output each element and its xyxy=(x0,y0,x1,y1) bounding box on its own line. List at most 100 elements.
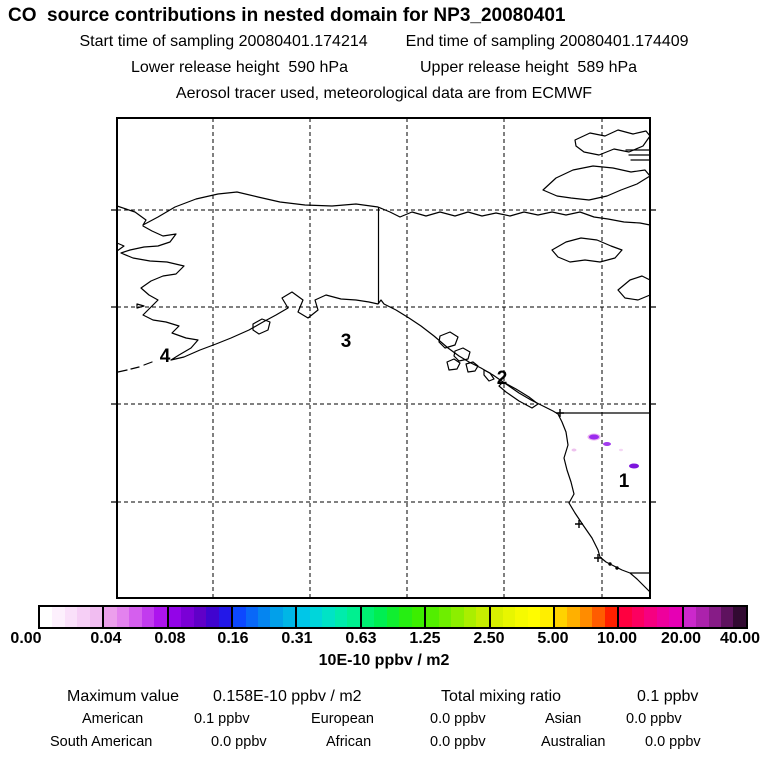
arctic-island-mid xyxy=(551,237,623,263)
colorbar-cell xyxy=(245,607,259,627)
max-value-number: 0.158E-10 ppbv / m2 xyxy=(213,688,362,705)
colorbar-cell xyxy=(490,607,503,627)
colorbar-cell xyxy=(129,607,142,627)
colorbar-segment xyxy=(40,607,103,627)
colorbar-cell xyxy=(141,607,155,627)
tracer-info-line: Aerosol tracer used, meteorological data… xyxy=(0,85,768,103)
kodiak-island xyxy=(252,318,271,335)
station-markers xyxy=(556,409,619,570)
colorbar-cell xyxy=(515,607,528,627)
plume-spot xyxy=(589,434,599,440)
region-label-3: 3 xyxy=(341,331,352,352)
colorbar-cell xyxy=(451,607,464,627)
colorbar-cell xyxy=(206,607,219,627)
colorbar-cell xyxy=(721,607,734,627)
region-name-australian: Australian xyxy=(541,734,606,750)
cross-marker xyxy=(594,554,602,562)
region-label-4: 4 xyxy=(160,346,171,367)
colorbar-cell xyxy=(644,607,657,627)
region-name-asian: Asian xyxy=(545,711,582,727)
colorbar xyxy=(38,605,748,629)
plume-spot xyxy=(629,463,639,469)
region-number-labels: 1 2 3 4 xyxy=(160,331,630,492)
plume-spot-faint xyxy=(619,448,623,452)
colorbar-cell xyxy=(386,607,400,627)
colorbar-segment xyxy=(102,607,167,627)
colorbar-segment xyxy=(424,607,489,627)
region-value-asian: 0.0 ppbv xyxy=(626,711,682,727)
region-label-2: 2 xyxy=(497,368,508,389)
southeast-alaska-islands xyxy=(438,331,479,373)
colorbar-cell xyxy=(168,607,182,627)
colorbar-cell xyxy=(683,607,697,627)
vancouver-island xyxy=(498,381,539,409)
colorbar-tick-label: 0.04 xyxy=(90,630,122,647)
colorbar-tick-label: 0.16 xyxy=(217,630,249,647)
colorbar-cell xyxy=(104,607,117,627)
colorbar-cell xyxy=(540,607,553,627)
colorbar-cell xyxy=(218,607,232,627)
pacific-coastline xyxy=(120,225,651,593)
colorbar-cell xyxy=(64,607,78,627)
colorbar-cell xyxy=(502,607,516,627)
upper-release-text: Upper release height 589 hPa xyxy=(420,59,638,76)
total-ratio-value: 0.1 ppbv xyxy=(637,688,699,705)
colorbar-cell xyxy=(592,607,605,627)
colorbar-cell xyxy=(374,607,387,627)
colorbar-unit-label: 10E-10 ppbv / m2 xyxy=(318,652,450,669)
colorbar-cell xyxy=(579,607,593,627)
colorbar-tick-label: 10.00 xyxy=(596,630,638,647)
colorbar-segment xyxy=(166,607,232,627)
chukotka-fragment xyxy=(116,242,125,252)
region-label-1: 1 xyxy=(619,471,630,492)
colorbar-cell xyxy=(309,607,323,627)
colorbar-tick-label: 0.63 xyxy=(345,630,377,647)
islet-dot xyxy=(615,566,619,570)
colorbar-cell xyxy=(696,607,709,627)
victoria-island xyxy=(542,165,651,201)
colorbar-cell xyxy=(567,607,580,627)
colorbar-cell xyxy=(426,607,439,627)
region-value-south-american: 0.0 ppbv xyxy=(211,734,267,750)
cross-marker xyxy=(556,409,564,417)
colorbar-segment xyxy=(295,607,360,627)
arctic-island-lower xyxy=(617,275,651,301)
colorbar-cell xyxy=(708,607,721,627)
colorbar-cell xyxy=(233,607,246,627)
colorbar-tick-label: 0.08 xyxy=(154,630,186,647)
region-value-australian: 0.0 ppbv xyxy=(645,734,701,750)
colorbar-segment xyxy=(617,607,682,627)
map-gridlines xyxy=(117,118,650,598)
sampling-time-line: Start time of sampling 20080401.174214 E… xyxy=(0,33,768,51)
tracer-text: Aerosol tracer used, meteorological data… xyxy=(175,85,593,102)
colorbar-cell xyxy=(527,607,541,627)
region-name-european: European xyxy=(311,711,374,727)
colorbar-cell xyxy=(361,607,375,627)
map-frame xyxy=(116,117,651,599)
colorbar-cell xyxy=(77,607,90,627)
colorbar-tick-label: 5.00 xyxy=(537,630,569,647)
colorbar-cell xyxy=(463,607,477,627)
colorbar-tick-label: 2.50 xyxy=(473,630,505,647)
colorbar-segment xyxy=(231,607,296,627)
colorbar-cell xyxy=(438,607,452,627)
aleutian-islands xyxy=(117,361,153,373)
colorbar-cell xyxy=(399,607,412,627)
colorbar-cell xyxy=(89,607,103,627)
region-value-american: 0.1 ppbv xyxy=(194,711,250,727)
colorbar-cell xyxy=(282,607,296,627)
region-name-south-american: South American xyxy=(50,734,153,750)
colorbar-tick-label: 0.31 xyxy=(281,630,313,647)
plume-spot-faint xyxy=(571,448,577,452)
colorbar-cell xyxy=(631,607,645,627)
colorbar-cell xyxy=(40,607,53,627)
release-height-line: Lower release height 590 hPa Upper relea… xyxy=(0,59,768,77)
end-time-text: End time of sampling 20080401.174409 xyxy=(405,33,689,50)
total-ratio-label: Total mixing ratio xyxy=(441,688,562,705)
plume-spots xyxy=(571,433,639,469)
colorbar-cell xyxy=(411,607,425,627)
max-value-label: Maximum value xyxy=(67,688,180,705)
banks-island-hatching xyxy=(625,149,651,161)
